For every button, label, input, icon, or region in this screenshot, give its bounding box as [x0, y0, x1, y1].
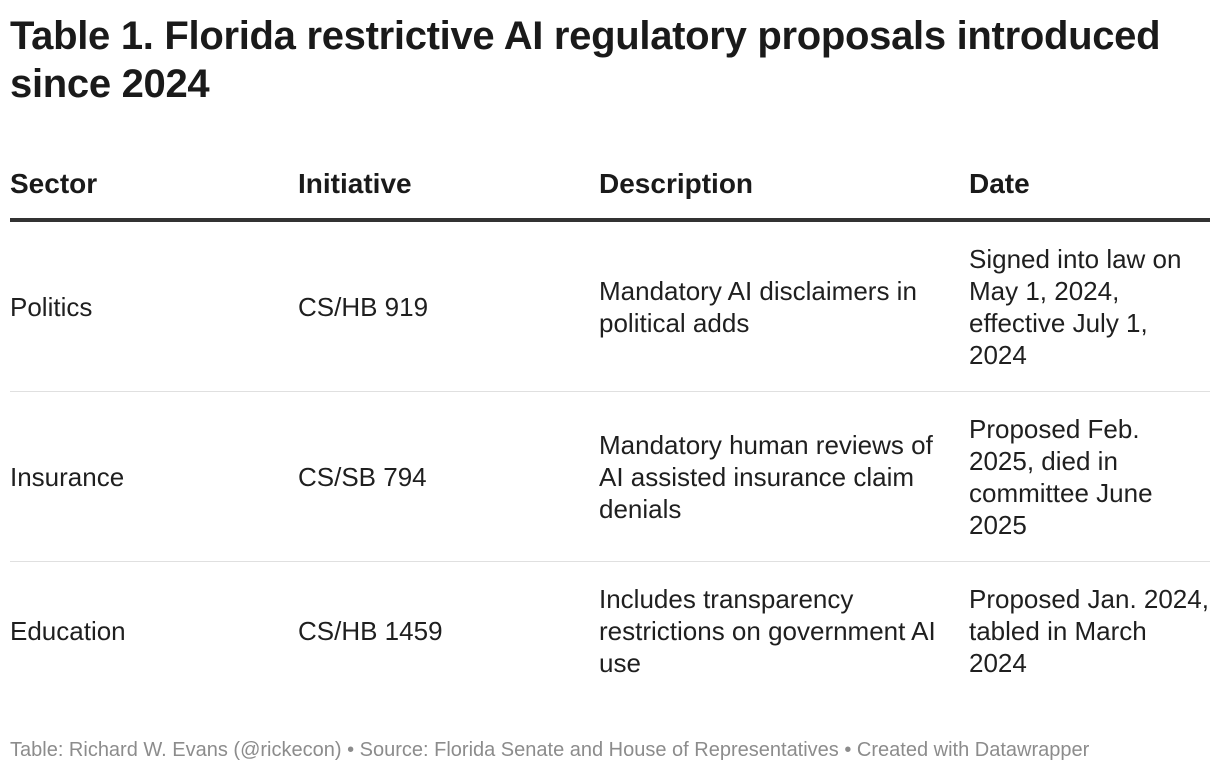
table-row: Insurance CS/SB 794 Mandatory human revi… [10, 392, 1210, 562]
column-header-sector[interactable]: Sector [10, 168, 98, 199]
column-header-description[interactable]: Description [599, 168, 754, 199]
column-header-initiative[interactable]: Initiative [298, 168, 412, 199]
table-row: Politics CS/HB 919 Mandatory AI disclaim… [10, 222, 1210, 392]
table-row: Education CS/HB 1459 Includes transparen… [10, 562, 1210, 700]
description-cell: Mandatory AI disclaimers in political ad… [599, 275, 917, 338]
initiative-cell: CS/SB 794 [298, 461, 427, 492]
page-title: Table 1. Florida restrictive AI regulato… [10, 14, 1161, 106]
sector-cell: Insurance [10, 461, 125, 492]
initiative-cell: CS/HB 919 [298, 291, 429, 322]
data-table: Sector Initiative Description Date Polit… [10, 160, 1210, 700]
column-header-date[interactable]: Date [969, 168, 1030, 199]
initiative-cell: CS/HB 1459 [298, 616, 443, 646]
table-header: Sector Initiative Description Date [10, 160, 1210, 222]
description-cell: Includes transparency restrictions on go… [599, 584, 936, 678]
date-cell: Signed into law on May 1, 2024, effectiv… [969, 243, 1182, 370]
date-cell: Proposed Feb. 2025, died in committee Ju… [969, 413, 1153, 540]
sector-cell: Politics [10, 291, 93, 322]
date-cell: Proposed Jan. 2024, tabled in March 2024 [969, 584, 1209, 678]
description-cell: Mandatory human reviews of AI assisted i… [599, 429, 933, 524]
source-footer: Table: Richard W. Evans (@rickecon) • So… [10, 739, 1090, 761]
sector-cell: Education [10, 616, 126, 646]
